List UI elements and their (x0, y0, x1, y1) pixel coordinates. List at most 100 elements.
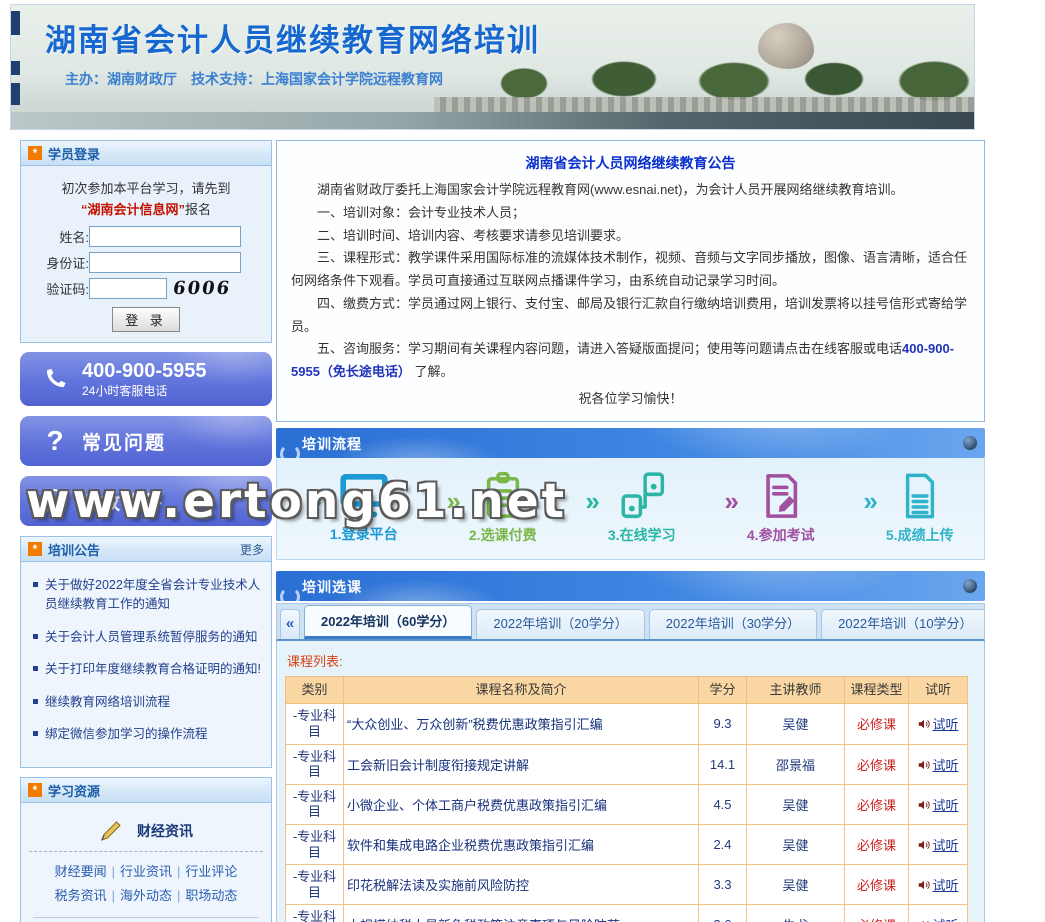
separator: | (111, 864, 115, 880)
course-teacher: 吴健 (746, 823, 845, 866)
notice-list-item[interactable]: 继续教育网络培训流程 (31, 693, 263, 712)
audition-link[interactable]: 试听 (932, 717, 959, 733)
separator: | (177, 864, 181, 880)
resource-link[interactable]: 财经要闻 (54, 864, 107, 880)
notices-panel: * 培训公告 更多 关于做好2022年度全省会计专业技术人员继续教育工作的通知关… (20, 536, 272, 769)
speaker-icon (919, 800, 931, 809)
resources-panel: * 学习资源 财经资讯 财经要闻 | 行业资讯 | 行业评论 (20, 777, 272, 922)
course-type-badge: 必修课 (844, 904, 909, 922)
film-reel-icon (42, 489, 66, 513)
speaker-icon (919, 760, 931, 769)
header-category: 类别 (285, 675, 344, 705)
header-photo-edge (11, 5, 20, 129)
resource-link[interactable]: 行业资讯 (119, 864, 172, 880)
finance-links-row2: 税务资讯 | 海外动态 | 职场动态 (27, 884, 265, 907)
id-number-input[interactable] (89, 252, 241, 273)
name-label: 姓名: (59, 230, 89, 245)
finance-links-row1: 财经要闻 | 行业资讯 | 行业评论 (27, 860, 265, 883)
announcement-intro: 湖南省财政厅委托上海国家会计学院远程教育网(www.esnai.net)，为会计… (317, 182, 904, 197)
resource-link[interactable]: 行业评论 (185, 864, 238, 880)
tabs-scroll-left-button[interactable]: « (280, 608, 300, 639)
step-take-exam: » 4.参加考试 (700, 471, 839, 545)
header-photo-trees (474, 57, 974, 101)
course-list-label: 课程列表: (287, 653, 343, 669)
course-list-panel: 课程列表: 类别 课程名称及简介 学分 主讲教师 课程类型 试听 (276, 640, 985, 922)
sidebar: * 学员登录 初次参加本平台学习，请先到 “湖南会计信息网”报名 姓名: (20, 140, 272, 922)
statue-sculpture (758, 23, 814, 69)
course-type-badge: 必修课 (844, 703, 909, 745)
double-chevron-icon: » (446, 486, 461, 516)
phone-icon (46, 368, 66, 388)
course-name: 小规模纳税人最新免税政策注意事项与风险防范 (343, 904, 699, 922)
pen-icon (101, 821, 121, 842)
separator: | (111, 887, 115, 903)
question-mark-icon: ? (46, 425, 64, 456)
course-table: 类别 课程名称及简介 学分 主讲教师 课程类型 试听 -专业科目 “大众创业、万… (285, 675, 968, 922)
notice-list-item[interactable]: 关于打印年度继续教育合格证明的通知! (31, 660, 263, 679)
login-panel: * 学员登录 初次参加本平台学习，请先到 “湖南会计信息网”报名 姓名: (20, 140, 272, 343)
audition-cell: 试听 (908, 823, 968, 866)
hotline-button[interactable]: 400-900-5955 24小时客服电话 (20, 352, 272, 406)
player-software-button[interactable]: 播放软件 (20, 476, 272, 526)
header-teacher: 主讲教师 (746, 675, 845, 705)
name-input[interactable] (89, 226, 241, 247)
header-credit: 学分 (698, 675, 747, 705)
audition-link[interactable]: 试听 (932, 757, 959, 773)
notice-list: 关于做好2022年度全省会计专业技术人员继续教育工作的通知关于会计人员管理系统暂… (21, 562, 271, 768)
resource-link[interactable]: 税务资讯 (54, 887, 107, 903)
divider (29, 851, 263, 853)
tab-2022-20[interactable]: 2022年培训（20学分） (476, 608, 645, 639)
audition-cell: 试听 (908, 904, 968, 922)
resource-link[interactable]: 职场动态 (185, 887, 238, 903)
course-name: 印花税解法读及实施前风险防控 (343, 864, 699, 906)
course-credit: 3.3 (698, 864, 747, 906)
tab-2022-60[interactable]: 2022年培训（60学分） (304, 604, 473, 639)
course-teacher: 吴健 (746, 703, 845, 745)
speaker-icon (919, 720, 931, 729)
audition-link[interactable]: 试听 (932, 878, 959, 894)
course-category: -专业科目 (285, 783, 344, 825)
notices-panel-header: * 培训公告 更多 (21, 537, 271, 562)
login-intro-suffix: 报名 (185, 202, 212, 217)
speaker-icon (919, 881, 931, 890)
course-teacher: 牛戈 (746, 904, 845, 922)
header-course-type: 课程类型 (844, 675, 909, 705)
notice-list-item[interactable]: 关于会计人员管理系统暂停服务的通知 (31, 628, 263, 647)
clipboard-icon (480, 471, 526, 521)
announcement-item-3: 三、课程形式：教学课件采用国际标准的流媒体技术制作，视频、音频与文字同步播放，图… (291, 250, 968, 288)
course-type-badge: 必修课 (844, 743, 909, 785)
faq-button[interactable]: ? 常见问题 (20, 416, 272, 466)
double-chevron-icon: » (724, 486, 739, 516)
course-category: -专业科目 (285, 703, 344, 745)
captcha-input[interactable] (89, 278, 167, 299)
course-teacher: 邵景福 (746, 743, 845, 785)
audition-cell: 试听 (908, 864, 968, 906)
tab-2022-10[interactable]: 2022年培训（10学分） (821, 608, 984, 639)
audition-link[interactable]: 试听 (932, 838, 959, 854)
main-content: 湖南省会计人员网络继续教育公告 湖南省财政厅委托上海国家会计学院远程教育网(ww… (276, 140, 985, 922)
login-button[interactable]: 登 录 (112, 307, 180, 332)
course-table-row: -专业科目 小微企业、个体工商户税费优惠政策指引汇编 4.5 吴健 必修课 试听 (285, 783, 968, 825)
double-chevron-icon: » (307, 486, 322, 516)
resource-link[interactable]: 海外动态 (119, 887, 172, 903)
course-table-row: -专业科目 小规模纳税人最新免税政策注意事项与风险防范 3.6 牛戈 必修课 试… (285, 904, 968, 922)
tab-2022-30[interactable]: 2022年培训（30学分） (648, 608, 818, 639)
notice-list-item[interactable]: 关于做好2022年度全省会计专业技术人员继续教育工作的通知 (31, 576, 263, 615)
announcement-item-1: 一、培训对象：会计专业技术人员； (317, 204, 526, 220)
audition-link[interactable]: 试听 (932, 797, 959, 813)
course-type-badge: 必修课 (844, 823, 909, 866)
notice-list-item[interactable]: 绑定微信参加学习的操作流程 (31, 725, 263, 744)
hunan-accounting-info-link[interactable]: “湖南会计信息网” (80, 202, 185, 217)
player-label: 播放软件 (80, 492, 165, 514)
captcha-image: 6006 (171, 278, 233, 299)
course-teacher: 吴健 (746, 864, 845, 906)
faq-label: 常见问题 (82, 432, 167, 454)
step-online-study: » 3.在线学习 (561, 471, 700, 545)
announcement-item-5: 五、咨询服务：学习期间有关课程内容问题，请进入答疑版面提问；使用等问题请点击在线… (291, 341, 955, 379)
resources-panel-header: * 学习资源 (21, 778, 271, 804)
course-type-badge: 必修课 (844, 783, 909, 825)
announcement-item-2: 二、培训时间、培训内容、考核要求请参见培训要求。 (317, 227, 630, 243)
audition-link[interactable]: 试听 (932, 918, 958, 922)
notices-more-link[interactable]: 更多 (239, 542, 264, 557)
captcha-label: 验证码: (46, 282, 89, 297)
